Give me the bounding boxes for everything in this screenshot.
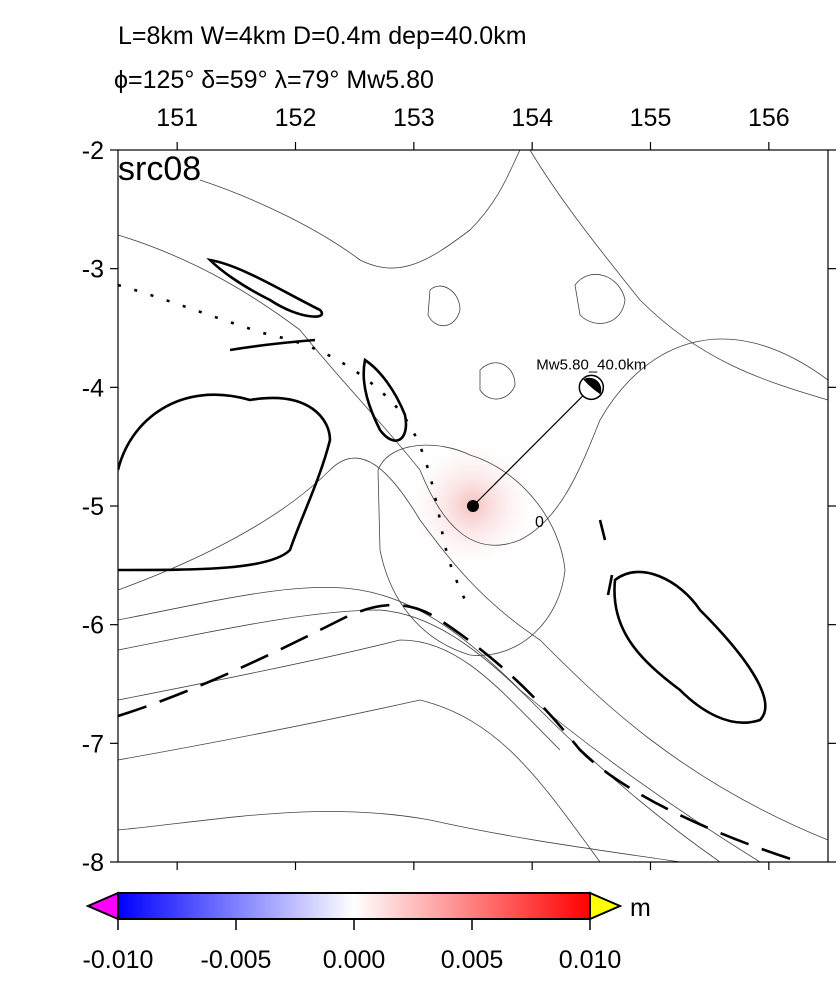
colorbar-tick-label: 0.005 xyxy=(441,946,504,974)
colorbar-tick-label: -0.005 xyxy=(201,946,272,974)
colorbar-tick-label: 0.000 xyxy=(323,946,386,974)
x-tick-label: 156 xyxy=(748,104,790,132)
colorbar xyxy=(117,892,591,920)
y-tick-label: -6 xyxy=(82,612,104,640)
beachball-compression xyxy=(583,377,602,395)
contour-label: 0 xyxy=(535,514,544,531)
y-tick-label: -3 xyxy=(82,256,104,284)
dynamic-layer: 151 152 153 154 155 156 -2 -3 -4 -5 -6 -7 -8 Mw5.80_4… xyxy=(82,104,836,974)
x-tick-label: 155 xyxy=(630,104,672,132)
x-tick-label: 152 xyxy=(275,104,317,132)
x-tick-label: 151 xyxy=(156,104,198,132)
x-tick-label: 153 xyxy=(393,104,435,132)
title-line-2: ϕ=125° δ=59° λ=79° Mw5.80 xyxy=(114,66,434,94)
y-tick-label: -5 xyxy=(82,493,104,521)
colorbar-tick-label: -0.010 xyxy=(83,946,154,974)
colorbar-tick-label: 0.010 xyxy=(559,946,622,974)
y-tick-label: -4 xyxy=(82,374,104,402)
colorbar-over xyxy=(589,891,623,921)
x-tick-label: 154 xyxy=(511,104,553,132)
map-label: src08 xyxy=(118,150,201,188)
leader-line xyxy=(472,386,592,507)
y-tick-label: -2 xyxy=(82,137,104,165)
mechanism-label: Mw5.80_40.0km xyxy=(536,356,646,373)
colorbar-under xyxy=(85,891,119,921)
y-tick-label: -8 xyxy=(82,849,104,877)
title-line-1: L=8km W=4km D=0.4m dep=40.0km xyxy=(118,22,527,50)
epicenter xyxy=(467,500,479,512)
colorbar-unit: m xyxy=(630,894,651,922)
y-tick-label: -7 xyxy=(82,730,104,758)
